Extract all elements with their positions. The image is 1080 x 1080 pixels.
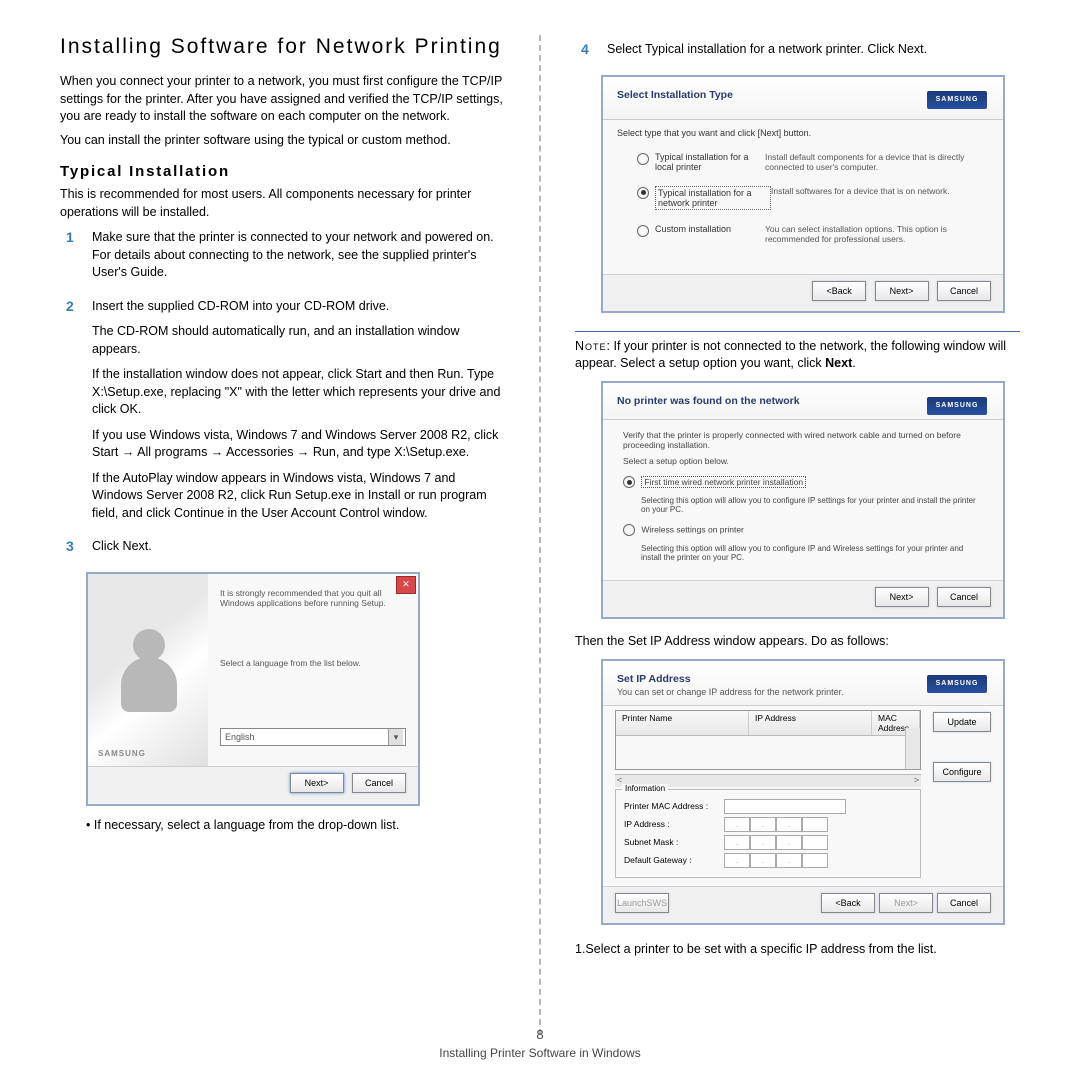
cancel-button[interactable]: Cancel <box>937 587 991 607</box>
step-2b: The CD-ROM should automatically run, and… <box>92 323 505 358</box>
step-3-num: 3 <box>60 538 92 564</box>
radio-wireless[interactable] <box>623 524 635 536</box>
col-ip: IP Address <box>749 711 872 735</box>
step-3-text: Click Next. <box>92 538 505 556</box>
launch-sws-button[interactable]: LaunchSWS <box>615 893 669 913</box>
radio-network-desc: Install softwares for a device that is o… <box>771 186 989 196</box>
dialog-language: ✕ SAMSUNG It is strongly recommended tha… <box>86 572 420 806</box>
cancel-button[interactable]: Cancel <box>352 773 406 793</box>
language-dropdown[interactable]: English <box>220 728 406 746</box>
opt-wireless-label: Wireless settings on printer <box>641 525 744 535</box>
printer-table[interactable]: Printer Name IP Address MAC Address <box>615 710 921 770</box>
info-label: Information <box>622 784 668 793</box>
step-2a: Insert the supplied CD-ROM into your CD-… <box>92 298 505 316</box>
cancel-button[interactable]: Cancel <box>937 281 991 301</box>
step-2e: If the AutoPlay window appears in Window… <box>92 470 505 523</box>
opt-wired-desc: Selecting this option will allow you to … <box>641 496 983 514</box>
select-printer-text: 1.Select a printer to be set with a spec… <box>575 941 1020 959</box>
col-printer-name: Printer Name <box>616 711 749 735</box>
mac-field[interactable] <box>724 799 846 814</box>
samsung-logo: SAMSUNG <box>98 749 146 758</box>
intro-p1: When you connect your printer to a netwo… <box>60 73 505 126</box>
back-button[interactable]: <Back <box>812 281 866 301</box>
dialog-no-printer: No printer was found on the network SAMS… <box>601 381 1005 620</box>
scrollbar-v[interactable] <box>905 728 920 769</box>
next-button[interactable]: Next> <box>875 587 929 607</box>
page-number: 8 <box>0 1027 1080 1042</box>
opt-wireless-desc: Selecting this option will allow you to … <box>641 544 983 562</box>
radio-local[interactable] <box>637 153 649 165</box>
note-divider <box>575 331 1020 332</box>
heading-typical: Typical Installation <box>60 163 505 180</box>
typical-desc: This is recommended for most users. All … <box>60 186 505 221</box>
step-4-num: 4 <box>575 41 607 67</box>
subnet-field[interactable]: ... <box>724 835 828 850</box>
page-footer: 8 Installing Printer Software in Windows <box>0 1027 1080 1060</box>
dialog-sidebar: SAMSUNG <box>88 574 208 766</box>
samsung-logo: SAMSUNG <box>927 397 987 415</box>
radio-custom-desc: You can select installation options. Thi… <box>765 224 989 244</box>
ip-field[interactable]: ... <box>724 817 828 832</box>
lbl-subnet: Subnet Mask : <box>624 837 724 847</box>
radio-local-label: Typical installation for a local printer <box>655 152 765 172</box>
radio-local-desc: Install default components for a device … <box>765 152 989 172</box>
step-2c: If the installation window does not appe… <box>92 366 505 419</box>
dlg3-select: Select a setup option below. <box>623 456 983 466</box>
next-button[interactable]: Next> <box>875 281 929 301</box>
left-column: Installing Software for Network Printing… <box>60 35 505 1035</box>
back-button[interactable]: <Back <box>821 893 875 913</box>
radio-wired[interactable] <box>623 476 635 488</box>
column-divider <box>539 35 541 1035</box>
dlg2-sub: Select type that you want and click [Nex… <box>617 128 989 138</box>
dlg3-verify: Verify that the printer is properly conn… <box>623 430 983 450</box>
step-2-num: 2 <box>60 298 92 531</box>
close-icon[interactable]: ✕ <box>396 576 416 594</box>
dialog-set-ip: ✕ Set IP Address You can set or change I… <box>601 659 1005 925</box>
footer-text: Installing Printer Software in Windows <box>0 1046 1080 1060</box>
lang-label: Select a language from the list below. <box>220 658 406 668</box>
dialog-install-type: ✕ Select Installation Type SAMSUNG Selec… <box>601 75 1005 313</box>
gateway-field[interactable]: ... <box>724 853 828 868</box>
heading-main: Installing Software for Network Printing <box>60 35 505 59</box>
radio-network[interactable] <box>637 187 649 199</box>
step-1-text: Make sure that the printer is connected … <box>92 229 505 282</box>
info-box: Information Printer MAC Address : IP Add… <box>615 789 921 878</box>
cancel-button[interactable]: Cancel <box>937 893 991 913</box>
set-ip-intro: Then the Set IP Address window appears. … <box>575 633 1020 651</box>
update-button[interactable]: Update <box>933 712 991 732</box>
configure-button[interactable]: Configure <box>933 762 991 782</box>
next-button[interactable]: Next> <box>879 893 933 913</box>
person-icon <box>113 629 183 719</box>
lbl-gateway: Default Gateway : <box>624 855 724 865</box>
step-4-text: Select Typical installation for a networ… <box>607 41 1020 59</box>
samsung-logo: SAMSUNG <box>927 675 987 693</box>
radio-network-label: Typical installation for a network print… <box>655 186 771 210</box>
note-text: Note: If your printer is not connected t… <box>575 338 1020 373</box>
radio-custom-label: Custom installation <box>655 224 765 234</box>
right-column: 4 Select Typical installation for a netw… <box>575 35 1020 1035</box>
lbl-ip: IP Address : <box>624 819 724 829</box>
step-2d: If you use Windows vista, Windows 7 and … <box>92 427 505 462</box>
lbl-mac: Printer MAC Address : <box>624 801 724 811</box>
intro-p2: You can install the printer software usi… <box>60 132 505 150</box>
dialog1-text: It is strongly recommended that you quit… <box>220 588 406 608</box>
samsung-logo: SAMSUNG <box>927 91 987 109</box>
radio-custom[interactable] <box>637 225 649 237</box>
opt-wired-label: First time wired network printer install… <box>641 476 806 488</box>
step-1-num: 1 <box>60 229 92 290</box>
bullet-lang: • If necessary, select a language from t… <box>86 818 505 832</box>
next-button[interactable]: Next> <box>290 773 344 793</box>
